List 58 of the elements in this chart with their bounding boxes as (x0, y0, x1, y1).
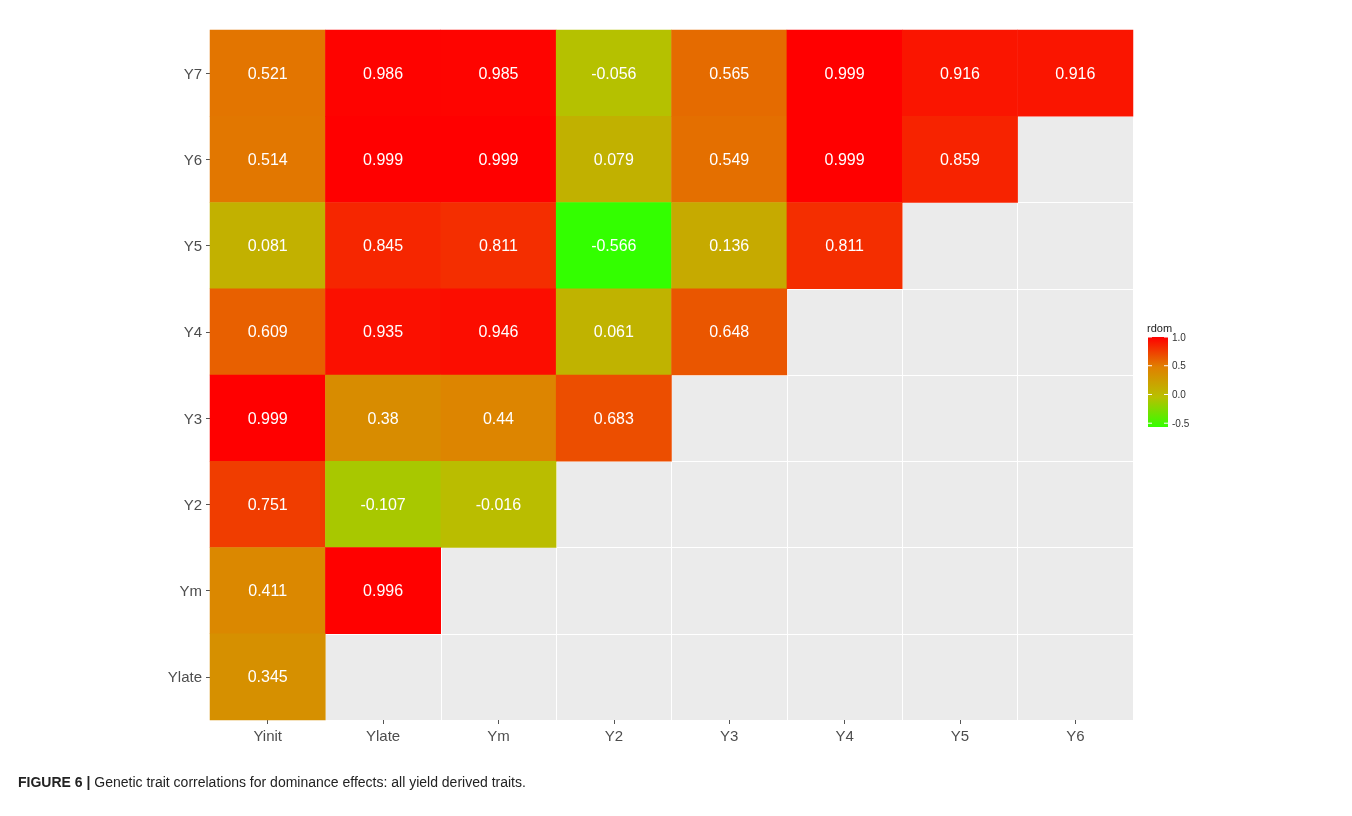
data-label: 0.811 (825, 237, 865, 255)
data-label: 0.859 (939, 150, 981, 168)
data-label: 0.061 (593, 323, 634, 341)
data-label: 0.136 (709, 237, 750, 255)
color-bar-label: 0.0 (1172, 388, 1187, 400)
data-label: 0.999 (478, 150, 519, 168)
y-tick-label: Y4 (183, 323, 202, 341)
data-label: -0.016 (475, 495, 522, 513)
color-bar-label: 0.5 (1172, 360, 1187, 372)
data-label: 0.999 (363, 150, 404, 168)
y-tick-label: Ylate (167, 668, 202, 686)
data-label: -0.107 (360, 495, 406, 513)
data-label: 0.565 (709, 64, 750, 82)
color-bar-label: -0.5 (1172, 417, 1190, 429)
x-tick-label: Yinit (253, 727, 283, 744)
data-label: 0.986 (363, 64, 404, 82)
data-label: 0.345 (247, 668, 288, 686)
data-label: 0.683 (593, 409, 634, 427)
data-label: 0.648 (709, 323, 750, 341)
data-label: 0.916 (939, 64, 981, 82)
y-tick-label: Y5 (183, 237, 202, 255)
data-label: 0.44 (482, 409, 515, 427)
x-tick-label: Y3 (720, 727, 739, 744)
data-label: 0.411 (248, 582, 288, 600)
data-label: 0.985 (478, 64, 519, 82)
x-tick-label: Ylate (365, 727, 401, 744)
x-tick-label: Y6 (1066, 727, 1085, 744)
data-label: 0.996 (363, 582, 404, 600)
data-label: 0.935 (363, 323, 404, 341)
y-tick-label: Y7 (183, 64, 202, 82)
data-label: 0.549 (709, 150, 750, 168)
color-bar-title: rdom (1147, 321, 1173, 334)
y-tick-label: Y3 (183, 409, 202, 427)
data-label: 0.751 (247, 495, 288, 513)
color-bar-label: 1.0 (1172, 331, 1187, 343)
data-label: 0.079 (593, 150, 634, 168)
data-label: 0.38 (367, 409, 399, 427)
data-label: 0.081 (247, 237, 288, 255)
y-tick-label: Ym (179, 582, 202, 600)
data-label: 0.916 (1055, 64, 1096, 82)
x-tick-label: Y5 (950, 727, 970, 744)
data-label: -0.566 (591, 237, 637, 255)
y-tick-label: Y2 (183, 495, 202, 513)
data-label: 0.946 (478, 323, 519, 341)
x-tick-label: Y4 (835, 727, 854, 744)
data-label: 0.845 (363, 237, 404, 255)
x-tick-label: Y2 (604, 727, 623, 744)
y-tick-label: Y6 (183, 150, 202, 168)
data-label: -0.056 (591, 64, 637, 82)
caption: FIGURE 6 | Genetic trait correlations for dominance effects: all yield derived traits. (18, 774, 526, 790)
data-label: 0.999 (824, 150, 865, 168)
data-label: 0.514 (247, 150, 288, 168)
data-label: 0.811 (479, 237, 518, 255)
data-label: 0.999 (247, 409, 288, 427)
data-label: 0.999 (824, 64, 865, 82)
data-label: 0.521 (247, 64, 288, 82)
data-label: 0.609 (247, 323, 288, 341)
x-tick-label: Ym (487, 727, 510, 744)
